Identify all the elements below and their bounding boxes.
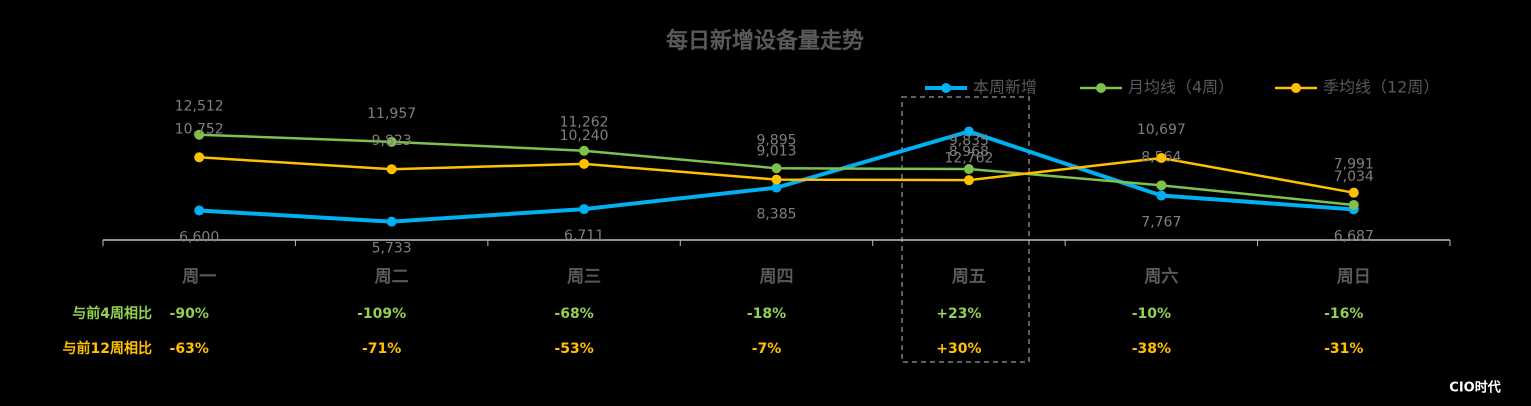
row-value: -109% [357,306,406,322]
data-point [771,163,782,174]
data-label: 6,687 [1334,228,1374,244]
data-point [771,182,782,193]
x-tick-label: 周一 [182,267,216,287]
data-point [963,175,974,186]
x-tick-label: 周日 [1337,267,1371,287]
data-label: 8,385 [756,207,796,223]
data-label: 5,733 [372,241,412,257]
x-tick-label: 周二 [375,267,409,287]
row-value: -90% [170,306,209,322]
data-label: 8,968 [949,144,989,160]
data-point [1156,152,1167,163]
data-point [1348,187,1359,198]
x-tick-label: 周五 [952,267,986,287]
data-label: 9,013 [756,144,796,160]
data-point [386,164,397,175]
data-label: 7,991 [1334,157,1374,173]
row-value: -68% [554,306,593,322]
data-point [579,204,590,215]
legend-marker [1291,83,1301,93]
data-label: 7,767 [1141,215,1181,231]
data-point [194,129,205,140]
data-point [194,152,205,163]
data-point [579,158,590,169]
data-label: 9,823 [372,133,412,149]
data-label: 11,957 [367,106,416,122]
row-value: -38% [1132,341,1171,357]
data-point [1348,199,1359,210]
data-label: 11,262 [560,115,609,131]
row-value: -53% [554,341,593,357]
row-label: 与前4周相比 [72,305,152,322]
row-value: -18% [747,306,786,322]
row-value: -63% [170,341,209,357]
row-label: 与前12周相比 [63,340,152,357]
data-label: 6,600 [179,230,219,246]
data-point [963,164,974,175]
row-value: -71% [362,341,401,357]
data-label: 12,762 [944,151,993,167]
legend-label: 季均线（12周） [1323,78,1439,97]
data-label: 12,512 [175,99,224,115]
row-value: +30% [936,341,981,357]
data-label: 10,752 [175,121,224,137]
highlight-box [901,96,1030,363]
data-label: 6,711 [564,228,604,244]
data-label: 10,240 [560,128,609,144]
legend-label: 本周新增 [973,78,1037,97]
data-point [386,216,397,227]
data-label: 9,835 [949,133,989,149]
data-point [579,145,590,156]
legend-marker [1096,83,1106,93]
row-value: -7% [752,341,782,357]
row-value: -31% [1324,341,1363,357]
data-point [1156,190,1167,201]
row-value: +23% [936,306,981,322]
x-tick-label: 周六 [1144,266,1178,287]
legend-label: 月均线（4周） [1128,78,1234,97]
data-label: 9,895 [756,132,796,148]
data-point [1156,180,1167,191]
x-tick-label: 周三 [567,267,601,287]
logo: CIO时代 [1449,380,1500,396]
data-point [963,126,974,137]
data-point [771,174,782,185]
data-label: 7,034 [1334,169,1374,185]
data-point [194,205,205,216]
legend-marker [941,83,951,93]
row-value: -16% [1324,306,1363,322]
data-label: 10,697 [1137,122,1186,138]
row-value: -10% [1132,306,1171,322]
x-tick-label: 周四 [760,267,794,287]
chart-title: 每日新增设备量走势 [666,28,864,54]
data-point [386,136,397,147]
